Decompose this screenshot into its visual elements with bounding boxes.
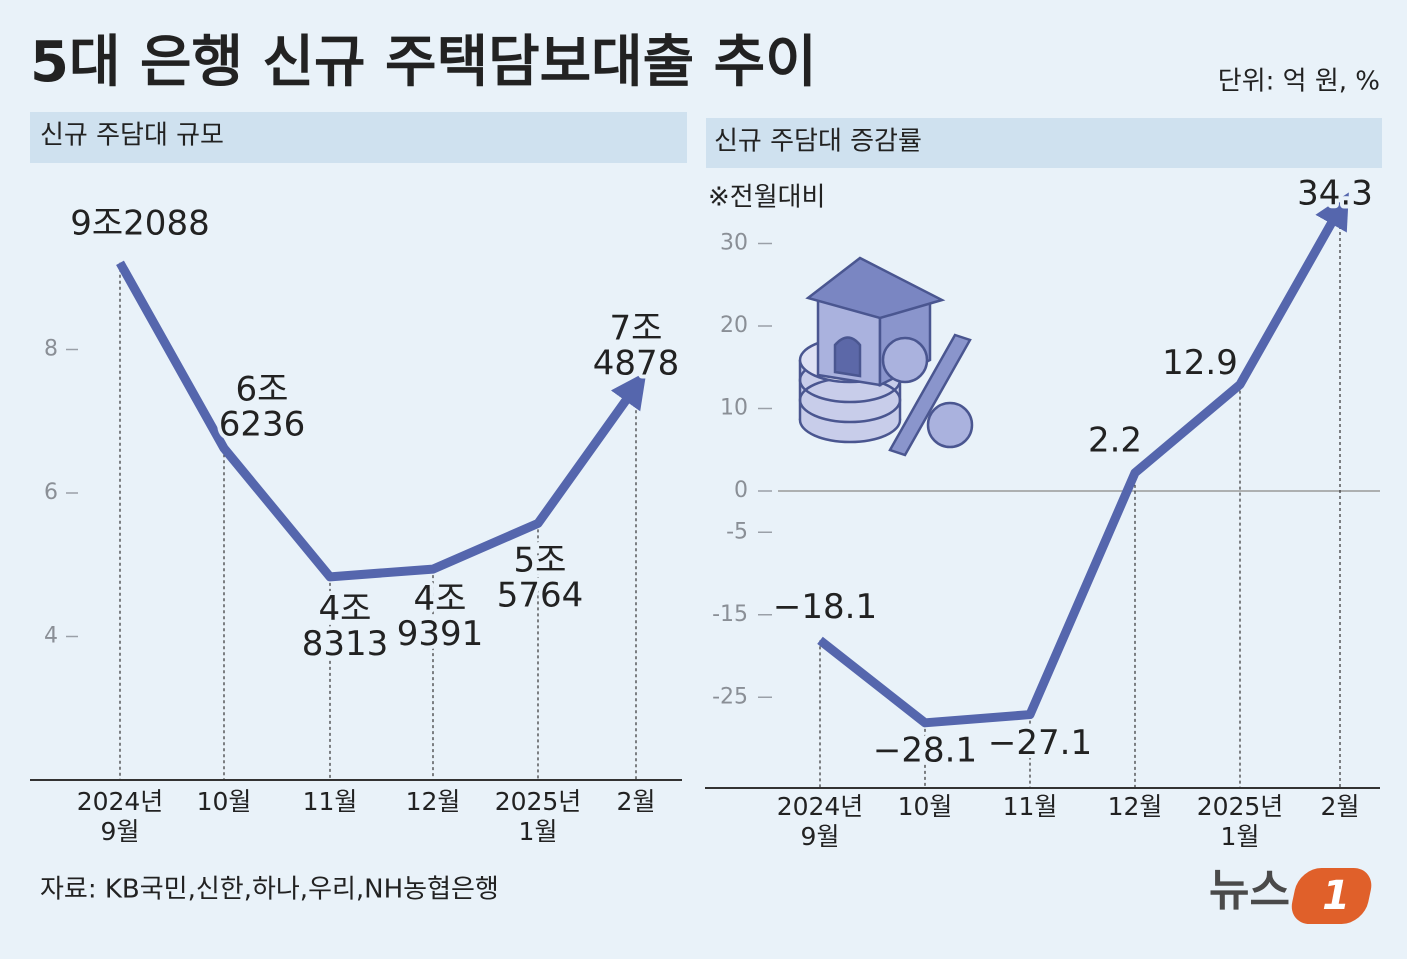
page-title: 5대 은행 신규 주택담보대출 추이 xyxy=(30,30,817,95)
logo-text: 뉴스 xyxy=(1209,865,1290,916)
house-icon xyxy=(798,256,974,457)
x-tick-label: 2월 xyxy=(1321,792,1360,821)
y-tick-label: -15 xyxy=(712,602,748,627)
x-tick-label: 12월 xyxy=(406,787,461,816)
value-label: 34.3 xyxy=(1297,174,1373,214)
value-label: 4조 8313 xyxy=(302,588,389,663)
logo-badge xyxy=(1291,868,1372,924)
section-header xyxy=(30,112,687,163)
y-tick-label: -5 xyxy=(726,519,748,544)
value-label: 4조 9391 xyxy=(397,579,484,654)
note: ※전월대비 xyxy=(708,183,825,213)
data-line xyxy=(817,192,1349,728)
x-tick-label: 2024년 9월 xyxy=(777,792,864,851)
data-line xyxy=(116,260,647,582)
value-label: −27.1 xyxy=(988,723,1092,763)
y-tick-label: 20 xyxy=(720,313,748,338)
value-label: −28.1 xyxy=(873,730,977,770)
x-tick-label: 2월 xyxy=(617,787,656,816)
x-tick-label: 2025년 1월 xyxy=(1197,792,1284,851)
value-label: 12.9 xyxy=(1162,343,1238,383)
y-tick-label: 30 xyxy=(720,231,748,256)
x-tick-label: 2024년 9월 xyxy=(77,787,164,846)
logo-badge-text: 1 xyxy=(1322,873,1350,919)
value-label: 2.2 xyxy=(1088,420,1142,460)
x-tick-label: 12월 xyxy=(1108,792,1163,821)
section-title: 신규 주담대 규모 xyxy=(40,121,224,151)
section-header xyxy=(706,118,1382,168)
value-label: 7조 4878 xyxy=(593,308,680,383)
section-title: 신규 주담대 증감률 xyxy=(714,127,922,157)
unit-note: 단위: 억 원, % xyxy=(1218,67,1380,97)
value-label: 5조 5764 xyxy=(497,540,584,615)
y-tick-label: -25 xyxy=(712,684,748,709)
x-tick-label: 11월 xyxy=(303,787,358,816)
y-tick-label: 10 xyxy=(720,396,748,421)
y-tick-label: 0 xyxy=(734,478,748,503)
y-tick-label: 4 xyxy=(44,624,58,649)
x-tick-label: 2025년 1월 xyxy=(495,787,582,846)
y-tick-label: 8 xyxy=(44,337,58,362)
y-tick-label: 6 xyxy=(44,480,58,505)
value-label: 9조2088 xyxy=(70,203,209,243)
x-tick-label: 10월 xyxy=(898,792,953,821)
value-label: 6조 6236 xyxy=(219,369,306,444)
x-tick-label: 10월 xyxy=(197,787,252,816)
source: 자료: KB국민,신한,하나,우리,NH농협은행 xyxy=(40,875,499,905)
value-label: −18.1 xyxy=(773,587,877,627)
x-tick-label: 11월 xyxy=(1003,792,1058,821)
